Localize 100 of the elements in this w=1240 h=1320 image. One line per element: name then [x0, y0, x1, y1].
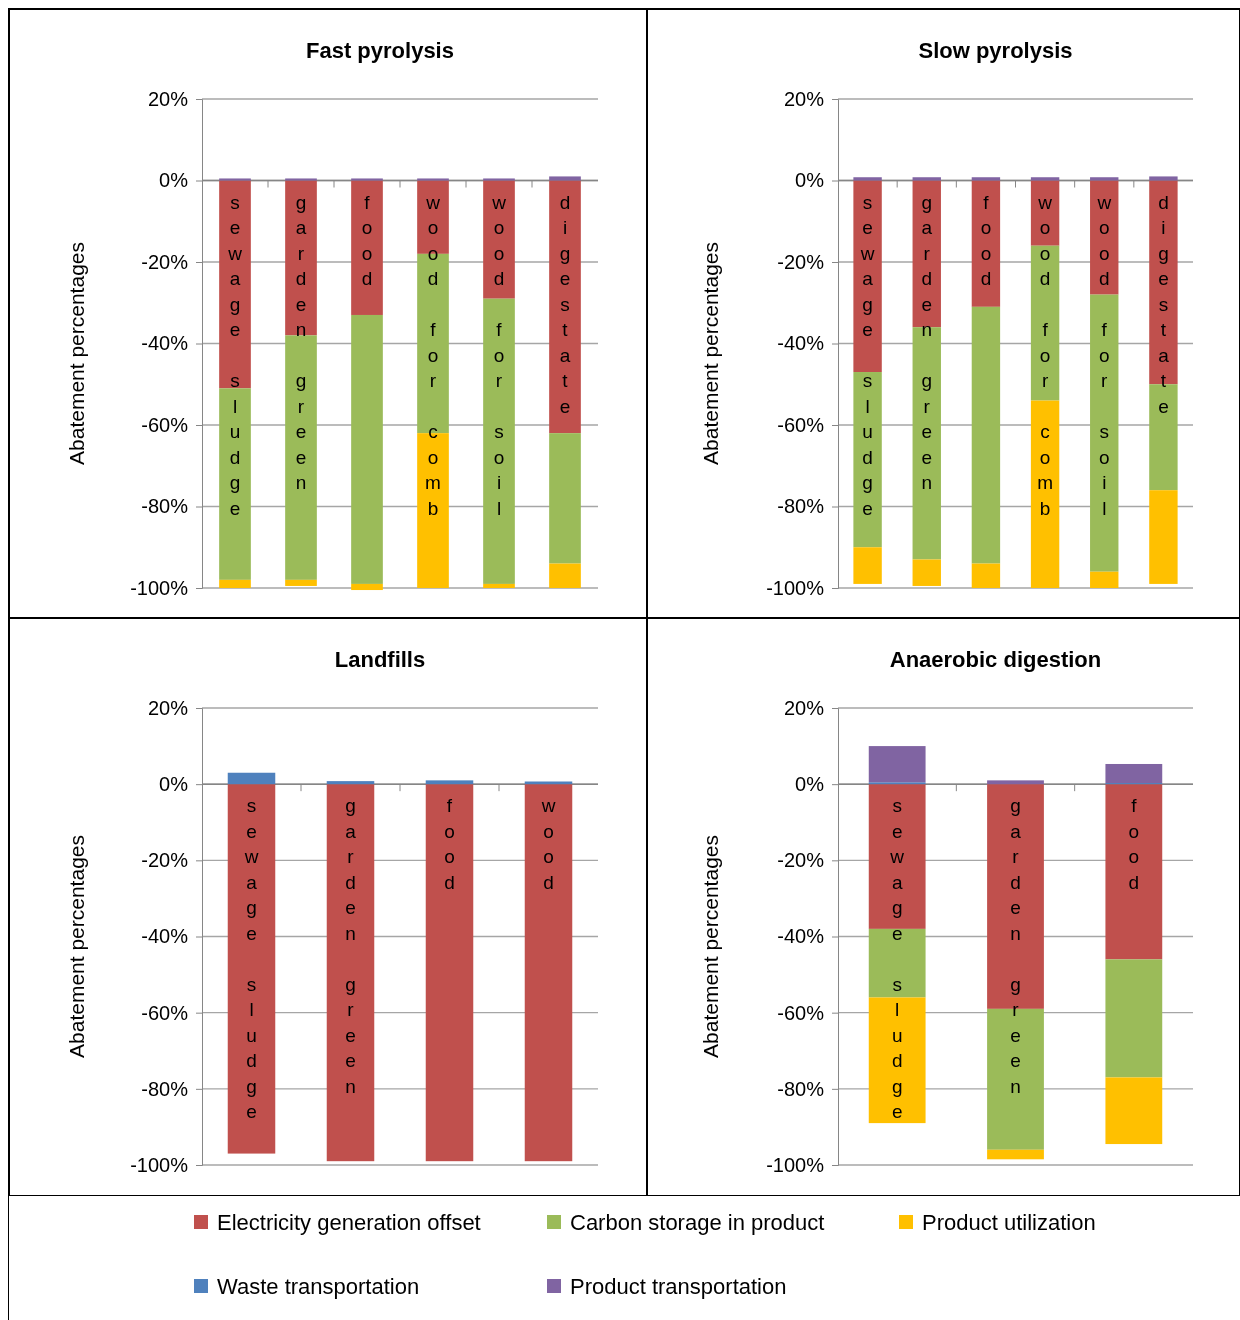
y-tick-label: 20%	[783, 87, 825, 110]
bar	[219, 579, 251, 588]
bar	[971, 563, 1001, 588]
y-tick-label: -100%	[130, 1153, 189, 1176]
bar	[1030, 180, 1060, 246]
bar	[549, 433, 581, 564]
bar	[425, 784, 474, 1162]
bar	[483, 180, 515, 299]
bar	[483, 298, 515, 584]
bar	[1105, 763, 1163, 784]
bar	[853, 177, 882, 181]
category-label: digestate	[559, 191, 571, 417]
x-tick-label: food	[444, 795, 455, 893]
legend-label: Electricity generation offset	[217, 1210, 481, 1235]
y-tick-label: -20%	[777, 250, 825, 273]
bar	[549, 180, 581, 434]
y-tick-label: 0%	[159, 773, 189, 796]
bar	[912, 327, 941, 560]
bar	[912, 180, 941, 328]
bar	[351, 178, 383, 181]
bar	[351, 314, 383, 584]
bar	[971, 306, 1001, 564]
bar	[285, 178, 317, 181]
category-label: sewage sludge	[890, 795, 905, 1123]
bar	[971, 177, 1001, 181]
bar	[524, 784, 573, 1162]
bar	[987, 1008, 1044, 1150]
category-label: digestate	[1158, 191, 1169, 417]
bar	[1030, 400, 1060, 588]
bar	[987, 780, 1044, 785]
bar	[285, 579, 317, 586]
y-tick-label: -100%	[130, 576, 189, 599]
y-tick-label: -40%	[141, 925, 189, 948]
chart-title: Landfills	[334, 647, 426, 672]
y-tick-label: -20%	[141, 849, 189, 872]
y-tick-label: 20%	[783, 696, 825, 719]
category-label: garden green	[295, 191, 307, 493]
legend-label: Carbon storage in product	[570, 1210, 825, 1235]
bar	[853, 180, 882, 373]
y-tick-label: -60%	[141, 413, 189, 436]
bar	[987, 1149, 1044, 1160]
x-tick-label: wood	[540, 795, 556, 893]
bar	[1149, 176, 1178, 181]
category-label: sewage sludge	[244, 795, 259, 1123]
y-tick-label: -80%	[141, 1077, 189, 1100]
bar	[971, 180, 1001, 307]
bar	[483, 178, 515, 181]
x-tick-label: food	[980, 191, 992, 289]
bar	[868, 746, 926, 783]
y-tick-label: 0%	[795, 773, 825, 796]
y-axis-title: Abatement percentages	[699, 242, 722, 465]
y-tick-label: 0%	[795, 169, 825, 192]
category-label: wood for soil	[492, 191, 506, 519]
y-tick-label: 20%	[147, 696, 189, 719]
chart-title: Fast pyrolysis	[306, 38, 454, 63]
bar	[912, 177, 941, 181]
category-label: sewage sludge	[228, 191, 242, 519]
category-label: garden green	[345, 795, 356, 1097]
y-axis-title: Abatement percentages	[699, 835, 722, 1058]
y-tick-label: -60%	[777, 1001, 825, 1024]
y-axis-title: Abatement percentages	[65, 242, 88, 465]
bar	[417, 178, 449, 181]
x-tick-label: food	[1128, 795, 1140, 893]
bar	[549, 563, 581, 588]
category-label: sewage sludge	[860, 191, 875, 519]
legend-label: Product transportation	[570, 1274, 787, 1299]
bar	[425, 780, 474, 785]
bar	[868, 997, 926, 1124]
bar	[868, 784, 926, 929]
bar	[227, 784, 276, 1154]
bar	[483, 583, 515, 588]
y-tick-label: -20%	[141, 250, 189, 273]
y-tick-label: -40%	[777, 925, 825, 948]
bar	[219, 180, 251, 389]
bar	[853, 372, 882, 548]
bar	[285, 180, 317, 336]
y-tick-label: -100%	[766, 576, 825, 599]
y-tick-label: 0%	[159, 169, 189, 192]
bar	[1105, 959, 1163, 1078]
bar	[1149, 180, 1178, 385]
bar	[1090, 177, 1119, 181]
bar	[1105, 784, 1163, 960]
chart-title: Slow pyrolysis	[918, 38, 1073, 63]
bar	[1030, 177, 1060, 181]
category-label: wood for comb	[1037, 191, 1053, 519]
y-tick-label: -80%	[777, 495, 825, 518]
y-tick-label: -80%	[777, 1077, 825, 1100]
legend-label: Waste transportation	[217, 1274, 420, 1299]
bar	[219, 388, 251, 580]
legend-label: Product utilization	[922, 1210, 1096, 1235]
y-tick-label: -60%	[777, 413, 825, 436]
bar	[853, 547, 882, 584]
bar	[227, 772, 276, 785]
category-label: wood for soil	[1097, 191, 1112, 519]
y-tick-label: -20%	[777, 849, 825, 872]
bar	[1105, 1077, 1163, 1145]
bar	[549, 176, 581, 181]
bar	[219, 178, 251, 181]
y-tick-label: -100%	[766, 1153, 825, 1176]
bar	[326, 781, 375, 785]
